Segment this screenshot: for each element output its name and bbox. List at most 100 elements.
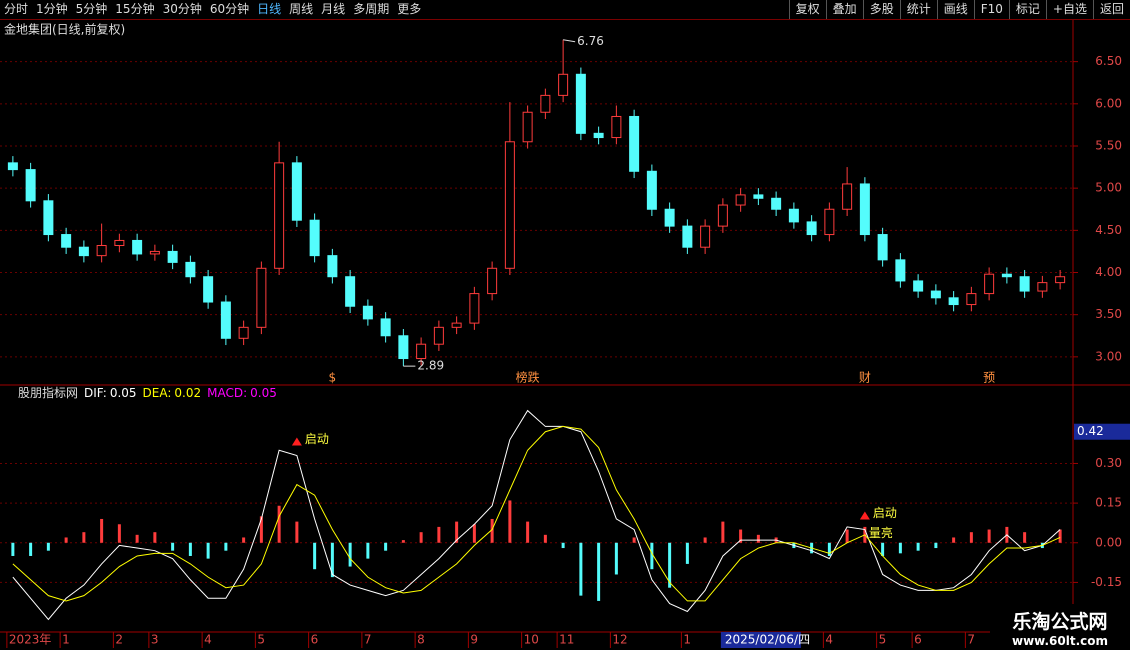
candle-body <box>735 194 746 206</box>
high-label: 6.76 <box>577 34 604 48</box>
watermark-url: www.60lt.com <box>1011 634 1109 648</box>
high-pointer <box>563 39 576 43</box>
toolbar-button[interactable]: +自选 <box>1045 0 1093 19</box>
signal-arrow <box>291 437 302 446</box>
y-tick-label: 0.15 <box>1095 496 1122 510</box>
toolbar-button[interactable]: 多股 <box>862 0 900 19</box>
toolbar-button[interactable]: 15分钟 <box>115 2 155 16</box>
legend-name: MACD: <box>207 386 247 400</box>
x-tick-label: 6 <box>311 633 319 647</box>
macd-bar <box>100 518 104 543</box>
macd-bar <box>543 534 547 543</box>
toolbar-button[interactable]: 60分钟 <box>209 2 250 16</box>
candle-body <box>1001 273 1012 278</box>
x-tick-label: 3 <box>151 633 159 647</box>
toolbar-button[interactable]: 叠加 <box>825 0 863 19</box>
toolbar-button[interactable]: 标记 <box>1008 0 1046 19</box>
candle-body <box>291 162 302 221</box>
x-tick-label: 12 <box>612 633 627 647</box>
candle-body <box>327 255 338 278</box>
macd-bar <box>419 532 423 543</box>
macd-bar <box>898 542 902 554</box>
toolbar-button[interactable]: 周线 <box>289 2 314 16</box>
candle-body <box>895 259 906 282</box>
event-flag: 榜跌 <box>516 370 540 385</box>
signal-label: 启动 <box>873 506 897 520</box>
toolbar-button[interactable]: 更多 <box>397 2 422 16</box>
macd-bar <box>437 526 441 543</box>
y-tick-label: 4.00 <box>1095 265 1122 279</box>
macd-bar <box>313 542 317 570</box>
candle-body <box>451 322 462 328</box>
candle-body <box>788 208 799 223</box>
candle-body <box>540 94 551 113</box>
candle-body <box>984 273 995 295</box>
toolbar-button[interactable]: 画线 <box>936 0 974 19</box>
x-tick-label: 11 <box>559 633 574 647</box>
y-tick-label: 6.00 <box>1095 96 1122 110</box>
toolbar-button[interactable]: 统计 <box>899 0 937 19</box>
macd-bar <box>366 542 370 559</box>
tool-buttons: 复权 叠加 多股 统计 画线 F10 标记 +自选 返回 <box>788 0 1130 19</box>
toolbar-button[interactable]: 多周期 <box>353 2 390 16</box>
x-tick-label: 10 <box>524 633 539 647</box>
y-tick-label: 5.00 <box>1095 181 1122 195</box>
macd-bar <box>46 542 50 551</box>
cursor-value: 0.42 <box>1077 424 1104 438</box>
candle-body <box>7 162 18 171</box>
candle-body <box>43 200 54 236</box>
candle-body <box>930 290 941 299</box>
macd-bar <box>259 516 263 543</box>
candle-body <box>61 234 72 248</box>
candle-body <box>877 234 888 261</box>
candle-body <box>220 301 231 339</box>
candle-body <box>558 73 569 96</box>
x-tick-label: 6 <box>914 633 922 647</box>
x-tick-label: 8 <box>417 633 425 647</box>
candle-body <box>646 170 657 210</box>
y-tick-label: 4.50 <box>1095 223 1122 237</box>
macd-bar <box>490 518 494 543</box>
event-flag: 预 <box>983 371 995 385</box>
toolbar-button[interactable]: 日线 <box>257 2 282 16</box>
x-tick-label: 5 <box>879 633 887 647</box>
toolbar-button[interactable]: 1分钟 <box>36 2 68 16</box>
x-tick-label: 5 <box>257 633 265 647</box>
cursor-date-box <box>720 632 801 648</box>
toolbar-button[interactable]: 复权 <box>788 0 826 19</box>
candle-body <box>717 204 728 227</box>
candle-body <box>256 267 267 328</box>
toolbar-button[interactable]: 30分钟 <box>162 2 202 16</box>
macd-bar <box>1023 532 1027 543</box>
legend-name: DEA: <box>143 386 172 400</box>
candle-body <box>859 183 870 236</box>
macd-bar <box>916 542 920 551</box>
legend-name: DIF: <box>84 386 107 400</box>
candle-body <box>433 326 444 345</box>
x-tick-label: 9 <box>470 633 478 647</box>
toolbar-button[interactable]: F10 <box>973 0 1009 19</box>
indicator-name: 股朋指标网 <box>18 385 78 400</box>
candle-body <box>664 208 675 227</box>
macd-bar <box>969 532 973 543</box>
candle-body <box>78 246 89 257</box>
toolbar-button[interactable]: 月线 <box>321 2 346 16</box>
candle-body <box>149 250 160 255</box>
candle-body <box>700 225 711 248</box>
candle-body <box>362 305 373 320</box>
candle-body <box>824 208 835 236</box>
toolbar-button[interactable]: 分时 <box>4 2 29 16</box>
candle-body <box>96 245 107 257</box>
macd-bar <box>561 542 565 549</box>
macd-bar <box>703 537 707 543</box>
candle-body <box>380 318 391 337</box>
macd-bar <box>934 542 938 549</box>
toolbar: 分时 1分钟 5分钟 15分钟 30分钟 60分钟 日线 周线 月线 多周期 更多 复权 叠加 多股 统计画… <box>0 0 1130 20</box>
candle-body <box>185 261 196 278</box>
period-tabs: 分时 1分钟 5分钟 15分钟 30分钟 60分钟 日线 周线 月线 多周期 更多 <box>4 0 429 19</box>
watermark: 乐淘公式网 www.60lt.com <box>990 604 1130 650</box>
toolbar-button[interactable]: 返回 <box>1092 0 1130 19</box>
x-tick-label: 4 <box>204 633 212 647</box>
macd-bar <box>845 529 849 543</box>
toolbar-button[interactable]: 5分钟 <box>75 2 108 16</box>
